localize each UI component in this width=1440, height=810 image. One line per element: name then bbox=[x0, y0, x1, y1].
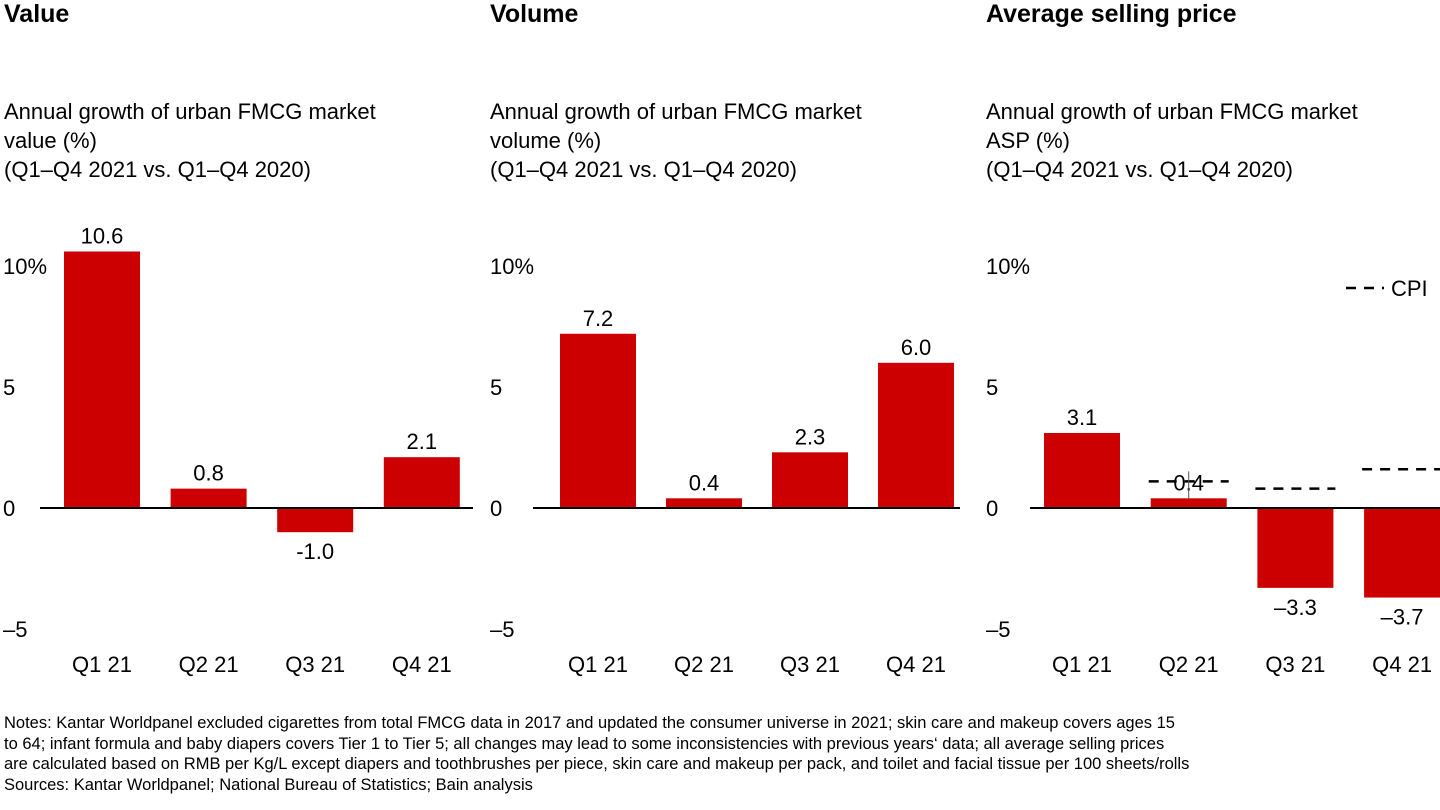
sources-line: Sources: Kantar Worldpanel; National Bur… bbox=[4, 775, 533, 794]
value-category-label: Q4 21 bbox=[392, 652, 452, 677]
notes-line-1: Notes: Kantar Worldpanel excluded cigare… bbox=[4, 714, 1175, 732]
volume-category-label: Q2 21 bbox=[674, 652, 734, 677]
value-bar-value-label: 10.6 bbox=[81, 223, 124, 248]
asp-bar bbox=[1150, 498, 1227, 508]
notes-line-2: to 64; infant formula and baby diapers c… bbox=[4, 734, 1165, 753]
volume-bar bbox=[772, 452, 848, 508]
volume-bar-value-label: 7.2 bbox=[583, 306, 614, 331]
volume-panel-subtitle: Annual growth of urban FMCG market volum… bbox=[490, 99, 862, 182]
value-bar-value-label: 0.8 bbox=[193, 461, 224, 486]
volume-ytick-label: 10% bbox=[490, 254, 534, 279]
value-category-label: Q2 21 bbox=[179, 652, 239, 677]
asp-ytick-label: 5 bbox=[986, 375, 998, 400]
volume-ytick-label: –5 bbox=[490, 617, 514, 642]
volume-chart: 10% 5 0 –5 7.2 Q1 21 0.4 Q2 21 2.3 Q3 21 6.0 Q4 21 bbox=[490, 254, 960, 677]
asp-bar-value-label: 3.1 bbox=[1067, 405, 1098, 430]
notes-block: Notes: Kantar Worldpanel excluded cigare… bbox=[4, 713, 1436, 795]
volume-bar bbox=[560, 333, 636, 508]
value-bar-value-label: -1.0 bbox=[296, 539, 334, 564]
asp-panel-subtitle: Annual growth of urban FMCG market ASP (… bbox=[986, 99, 1358, 182]
asp-bar bbox=[1257, 508, 1334, 588]
asp-bar bbox=[1364, 508, 1440, 598]
asp-bar-value-label: –3.3 bbox=[1274, 595, 1317, 620]
volume-bar bbox=[666, 498, 742, 508]
asp-category-label: Q2 21 bbox=[1159, 652, 1219, 677]
value-category-label: Q1 21 bbox=[72, 652, 132, 677]
asp-ytick-label: 10% bbox=[986, 254, 1030, 279]
volume-bar-value-label: 6.0 bbox=[901, 335, 932, 360]
value-category-label: Q3 21 bbox=[285, 652, 345, 677]
value-panel-title: Value bbox=[4, 0, 70, 28]
asp-panel-title: Average selling price bbox=[986, 0, 1237, 28]
charts-canvas: 10% 5 0 –5 10.6 Q1 21 0.8 Q2 21 -1.0 Q3 21 2.1 Q4 2… bbox=[3, 223, 1440, 677]
asp-bar bbox=[1044, 432, 1120, 508]
notes-line-3: are calculated based on RMB per Kg/L exc… bbox=[4, 755, 1190, 773]
value-ytick-label: 5 bbox=[3, 375, 15, 400]
value-panel-subtitle: Annual growth of urban FMCG market value… bbox=[4, 99, 376, 182]
value-bar bbox=[170, 488, 247, 508]
value-ytick-label: 10% bbox=[3, 254, 47, 279]
volume-bar bbox=[878, 362, 954, 508]
volume-ytick-label: 0 bbox=[490, 496, 502, 521]
volume-category-label: Q4 21 bbox=[886, 652, 946, 677]
asp-category-label: Q4 21 bbox=[1372, 652, 1432, 677]
asp-chart: 10%50–53.1Q1 210.4Q2 21–3.3Q3 21–3.7Q4 2… bbox=[986, 254, 1440, 677]
volume-bar-value-label: 0.4 bbox=[689, 470, 720, 495]
value-bar bbox=[383, 457, 460, 508]
value-bar-value-label: 2.1 bbox=[407, 429, 438, 454]
volume-ytick-label: 5 bbox=[490, 375, 502, 400]
cpi-legend-label: CPI bbox=[1391, 276, 1428, 301]
asp-bar-value-label: –3.7 bbox=[1381, 605, 1424, 630]
value-ytick-label: 0 bbox=[3, 496, 15, 521]
volume-category-label: Q3 21 bbox=[780, 652, 840, 677]
asp-ytick-label: 0 bbox=[986, 496, 998, 521]
value-chart: 10% 5 0 –5 10.6 Q1 21 0.8 Q2 21 -1.0 Q3 21 2.1 Q4 2… bbox=[3, 223, 473, 677]
volume-panel-title: Volume bbox=[490, 0, 579, 28]
volume-category-label: Q1 21 bbox=[568, 652, 628, 677]
volume-bar-value-label: 2.3 bbox=[795, 424, 826, 449]
value-bar bbox=[64, 251, 140, 509]
asp-category-label: Q1 21 bbox=[1052, 652, 1112, 677]
value-ytick-label: –5 bbox=[3, 617, 27, 642]
value-bar bbox=[277, 508, 354, 533]
asp-ytick-label: –5 bbox=[986, 617, 1010, 642]
asp-category-label: Q3 21 bbox=[1265, 652, 1325, 677]
